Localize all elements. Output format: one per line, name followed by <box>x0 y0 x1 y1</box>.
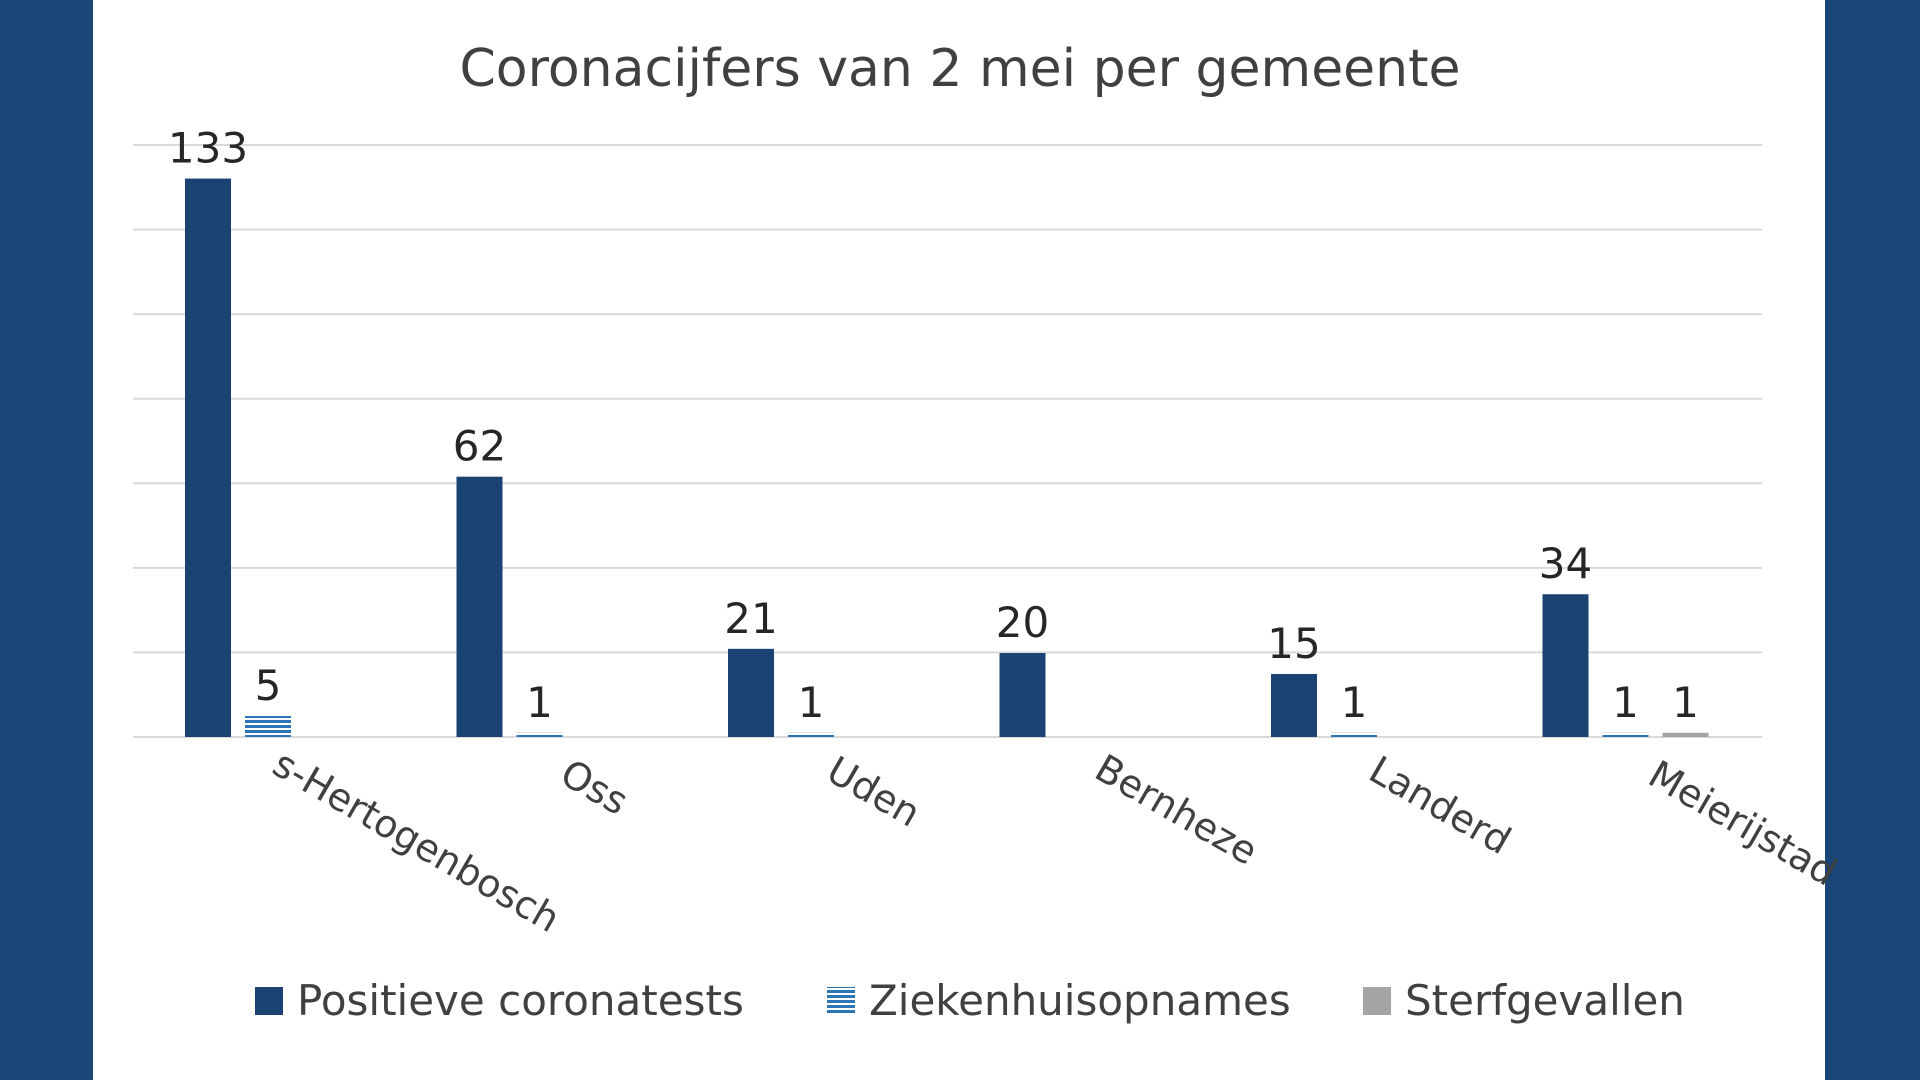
bars <box>185 178 1709 738</box>
bar <box>1542 594 1589 737</box>
data-label: 133 <box>168 124 248 173</box>
data-label: 1 <box>526 678 553 727</box>
bar <box>516 732 563 737</box>
bar <box>185 178 231 738</box>
legend-swatch <box>827 987 855 1015</box>
data-label: 1 <box>798 678 825 727</box>
bar <box>999 653 1046 737</box>
chart-title: Coronacijfers van 2 mei per gemeente <box>459 39 1460 99</box>
chart-panel <box>93 0 1825 1080</box>
bar <box>728 648 774 737</box>
x-tick-label: Meierijstad <box>1641 752 1844 895</box>
bar <box>1271 674 1317 737</box>
data-label: 21 <box>724 594 777 643</box>
bar <box>245 716 291 737</box>
data-label: 15 <box>1267 619 1320 668</box>
legend-label: Sterfgevallen <box>1405 976 1685 1025</box>
data-label: 5 <box>255 661 282 710</box>
legend: Positieve coronatests Ziekenhuisopnames St… <box>255 976 1685 1025</box>
data-label: 34 <box>1539 539 1592 588</box>
bar <box>788 732 834 737</box>
x-tick-label: Uden <box>820 748 928 836</box>
data-label: 20 <box>996 598 1049 647</box>
legend-label: Positieve coronatests <box>297 976 744 1025</box>
bar <box>1602 732 1649 737</box>
bar <box>456 476 503 737</box>
x-tick-label: s-Hertogenbosch <box>266 741 568 941</box>
bar <box>1331 732 1377 737</box>
legend-label: Ziekenhuisopnames <box>869 976 1291 1025</box>
data-label: 62 <box>453 422 506 471</box>
data-label: 1 <box>1612 678 1639 727</box>
x-tick-label: Landerd <box>1362 747 1518 863</box>
legend-swatch <box>255 987 283 1015</box>
data-label: 1 <box>1672 678 1699 727</box>
gridlines <box>133 144 1762 738</box>
bar <box>1662 732 1709 737</box>
data-label: 1 <box>1341 678 1368 727</box>
legend-swatch <box>1363 987 1391 1015</box>
x-tick-label: Bernheze <box>1088 746 1265 874</box>
x-tick-label: Oss <box>553 751 635 824</box>
